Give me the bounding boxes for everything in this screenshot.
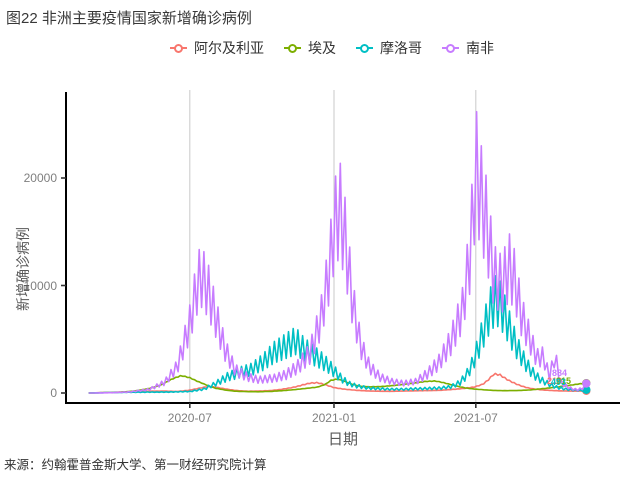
y-tick-label: 20000	[23, 171, 57, 185]
end-value-label-south-africa: 884	[552, 368, 568, 378]
y-axis-title: 新增确诊病例	[15, 227, 31, 311]
legend-label: 阿尔及利亚	[194, 40, 264, 56]
y-tick-label: 10000	[23, 278, 57, 293]
legend-label: 南非	[466, 40, 494, 56]
legend-item-south-africa: 南非	[442, 38, 494, 58]
line-point-key-icon	[356, 41, 373, 55]
line-point-key-icon	[170, 41, 187, 55]
line-point-key-icon	[284, 41, 301, 55]
legend-item-morocco: 摩洛哥	[356, 38, 422, 58]
legend: 阿尔及利亚 埃及 摩洛哥 南非	[12, 38, 640, 58]
series-line-摩洛哥	[88, 274, 587, 394]
legend-item-algeria: 阿尔及利亚	[170, 38, 264, 58]
series-line-南非	[88, 110, 587, 394]
line-point-key-icon	[442, 41, 459, 55]
legend-item-egypt: 埃及	[284, 38, 336, 58]
end-value-label-egypt: 915	[556, 376, 572, 386]
x-axis-title: 日期	[327, 431, 358, 448]
series-end-point-南非	[582, 379, 591, 388]
x-tick-label: 2021-07	[453, 411, 498, 425]
y-tick-label: 0	[50, 386, 57, 400]
x-tick-label: 2021-01	[311, 411, 356, 425]
legend-label: 埃及	[308, 40, 336, 56]
source-note: 来源：约翰霍普金斯大学、第一财经研究院计算	[4, 458, 267, 472]
legend-label: 摩洛哥	[380, 40, 422, 56]
chart-title: 图22 非洲主要疫情国家新增确诊病例	[6, 10, 252, 27]
x-tick-label: 2020-07	[167, 411, 212, 425]
end-value-label-algeria: 210	[547, 376, 563, 386]
end-value-label-morocco: 493	[551, 377, 567, 387]
